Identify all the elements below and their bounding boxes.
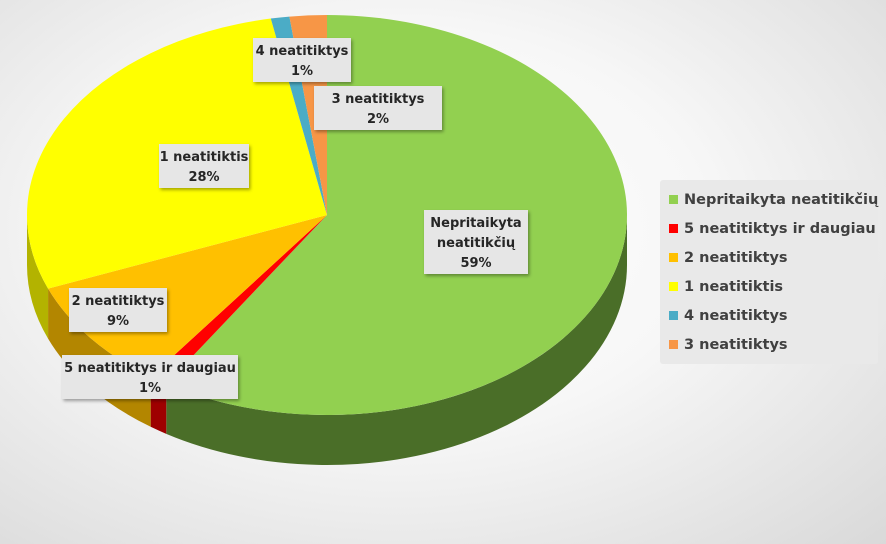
pie-slice	[166, 15, 628, 416]
legend-label: 4 neatitiktys	[684, 307, 788, 324]
data-label: Nepritaikyta neatitikčių 59%	[424, 210, 528, 274]
data-label: 5 neatitiktys ir daugiau 1%	[62, 355, 238, 399]
data-label-box	[62, 355, 238, 399]
data-label: 3 neatitiktys 2%	[314, 86, 442, 130]
legend-label: 5 neatitiktys ir daugiau	[684, 220, 876, 237]
data-label-box	[424, 210, 528, 274]
data-label-box	[314, 86, 442, 130]
data-label-category: 3 neatitiktys	[332, 92, 425, 107]
legend-swatch	[669, 311, 678, 320]
legend-swatch	[669, 224, 678, 233]
legend-item: 5 neatitiktys ir daugiau	[660, 214, 878, 243]
pie-slice	[48, 215, 328, 377]
data-label-category: 4 neatitiktys	[256, 44, 349, 59]
data-label-box	[253, 38, 351, 82]
legend-item: Nepritaikyta neatitikčių	[660, 185, 878, 214]
data-label-value: 2%	[367, 112, 389, 127]
data-label-box	[159, 144, 249, 188]
data-label-box	[69, 288, 167, 332]
data-label: 4 neatitiktys 1%	[253, 38, 351, 82]
legend-swatch	[669, 195, 678, 204]
data-label: 2 neatitiktys 9%	[69, 288, 167, 332]
slice-side	[166, 215, 628, 465]
data-label-value: 59%	[460, 256, 491, 271]
legend-label: Nepritaikyta neatitikčių	[684, 191, 879, 208]
data-label: 1 neatitiktis 28%	[159, 144, 249, 188]
slice-side	[27, 215, 49, 339]
legend-label: 1 neatitiktis	[684, 278, 784, 295]
legend-item: 1 neatitiktis	[660, 272, 878, 301]
data-label-category: 5 neatitiktys ir daugiau	[64, 361, 236, 376]
data-label-value: 28%	[188, 170, 219, 185]
data-labels: Nepritaikyta neatitikčių 59% 5 neatitiktys …	[62, 38, 528, 399]
legend-label: 3 neatitiktys	[684, 336, 788, 353]
data-label-value: 1%	[291, 64, 313, 79]
data-label-value: 1%	[139, 381, 161, 396]
pie-slice	[150, 215, 327, 384]
legend: Nepritaikyta neatitikčių 5 neatitiktys i…	[660, 180, 878, 364]
data-label-category: 1 neatitiktis	[160, 150, 249, 165]
legend-item: 4 neatitiktys	[660, 301, 878, 330]
data-label-value: 9%	[107, 314, 129, 329]
legend-item: 3 neatitiktys	[660, 330, 878, 359]
legend-swatch	[669, 282, 678, 291]
data-label-category: neatitikčių	[437, 236, 516, 251]
legend-item: 2 neatitiktys	[660, 243, 878, 272]
legend-swatch	[669, 253, 678, 262]
legend-label: 2 neatitiktys	[684, 249, 788, 266]
data-label-category: 2 neatitiktys	[72, 294, 165, 309]
legend-swatch	[669, 340, 678, 349]
data-label-category: Nepritaikyta	[430, 216, 521, 231]
